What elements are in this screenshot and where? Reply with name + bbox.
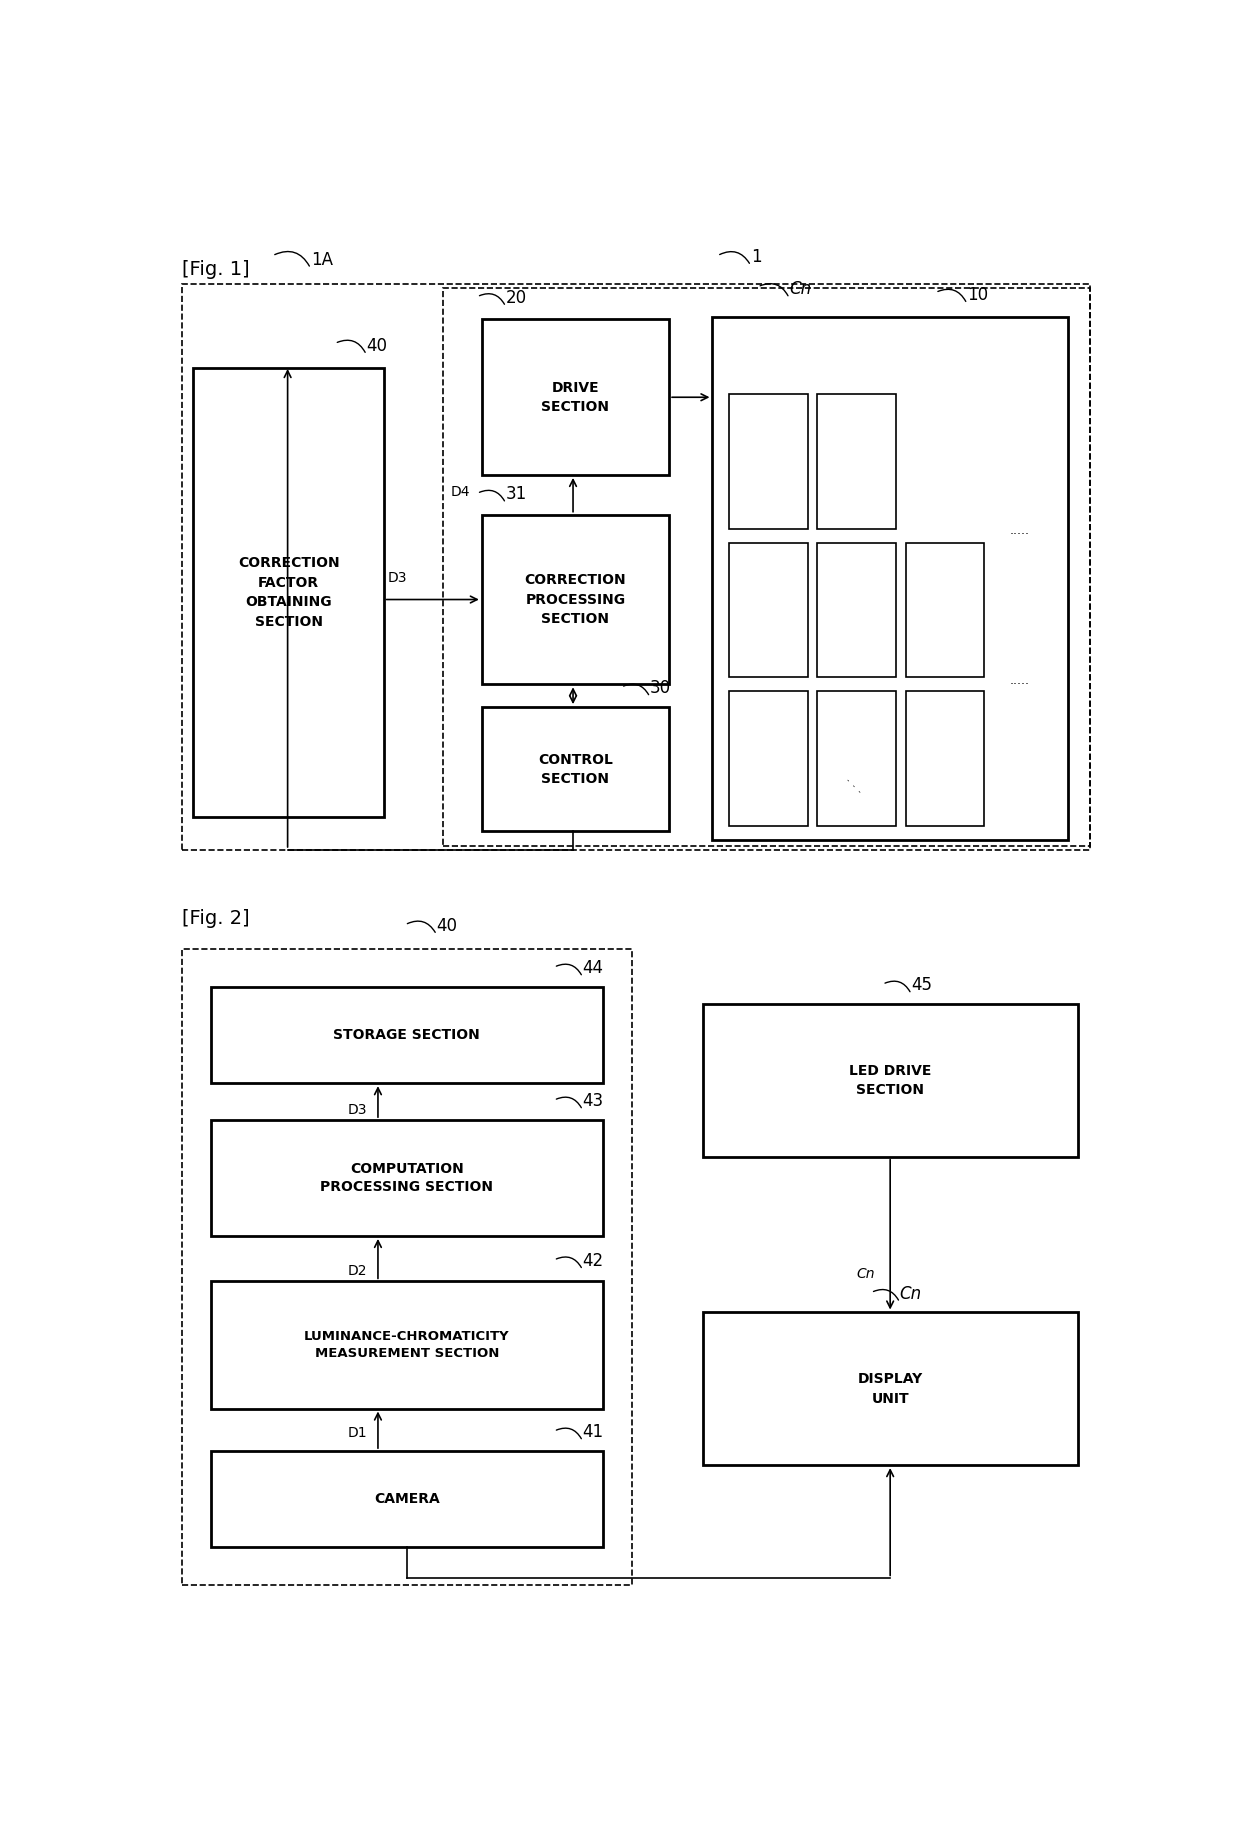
Text: ·····: ····· [1009,678,1030,691]
Bar [481,514,670,685]
Text: D2: D2 [347,1264,367,1279]
Text: [Fig. 2]: [Fig. 2] [182,909,249,928]
Text: CONTROL
SECTION: CONTROL SECTION [538,753,613,786]
Bar [905,544,985,678]
Text: D3: D3 [347,1104,367,1117]
Text: Cn: Cn [857,1268,875,1280]
Bar [211,1282,603,1409]
Text: ·····: ····· [1009,527,1030,540]
Text: CORRECTION
FACTOR
OBTAINING
SECTION: CORRECTION FACTOR OBTAINING SECTION [238,557,340,628]
Bar [444,288,1090,845]
Text: 45: 45 [911,975,932,994]
Text: 10: 10 [967,287,988,303]
Text: LED DRIVE
SECTION: LED DRIVE SECTION [849,1064,931,1097]
Bar [817,395,897,529]
Text: CORRECTION
PROCESSING
SECTION: CORRECTION PROCESSING SECTION [525,573,626,626]
Text: 44: 44 [583,959,604,977]
Text: 31: 31 [506,485,527,503]
Text: 30: 30 [650,680,671,696]
Bar [703,1005,1078,1157]
Text: Cn: Cn [789,281,811,298]
Text: Cn: Cn [900,1284,921,1302]
Text: 40: 40 [367,336,387,355]
Bar [211,1121,603,1236]
Bar [905,691,985,827]
Text: 1: 1 [751,248,761,266]
Text: DRIVE
SECTION: DRIVE SECTION [542,380,609,413]
Bar [193,367,383,817]
Bar [817,691,897,827]
Text: 41: 41 [583,1424,604,1442]
Bar [182,285,1090,851]
Bar [703,1312,1078,1466]
Text: 1A: 1A [311,250,332,268]
Text: STORAGE SECTION: STORAGE SECTION [334,1029,480,1042]
Bar [729,395,807,529]
Bar [729,691,807,827]
Text: D3: D3 [388,571,407,586]
Text: 43: 43 [583,1093,604,1110]
Bar [211,1451,603,1547]
Bar [211,986,603,1084]
Bar [712,316,1068,840]
Text: 20: 20 [506,288,527,307]
Text: [Fig. 1]: [Fig. 1] [182,261,249,279]
Text: D4: D4 [451,485,470,500]
Bar [729,544,807,678]
Bar [182,950,631,1585]
Text: 42: 42 [583,1253,604,1269]
Bar [481,320,670,476]
Bar [817,544,897,678]
Text: DISPLAY
UNIT: DISPLAY UNIT [858,1372,923,1405]
Text: D1: D1 [347,1426,367,1440]
Text: CAMERA: CAMERA [374,1492,440,1506]
Text: COMPUTATION
PROCESSING SECTION: COMPUTATION PROCESSING SECTION [320,1161,494,1194]
Text: · · ·: · · · [841,775,864,797]
Text: 40: 40 [436,917,458,935]
Bar [481,707,670,832]
Text: LUMINANCE-CHROMATICITY
MEASUREMENT SECTION: LUMINANCE-CHROMATICITY MEASUREMENT SECTI… [304,1330,510,1359]
